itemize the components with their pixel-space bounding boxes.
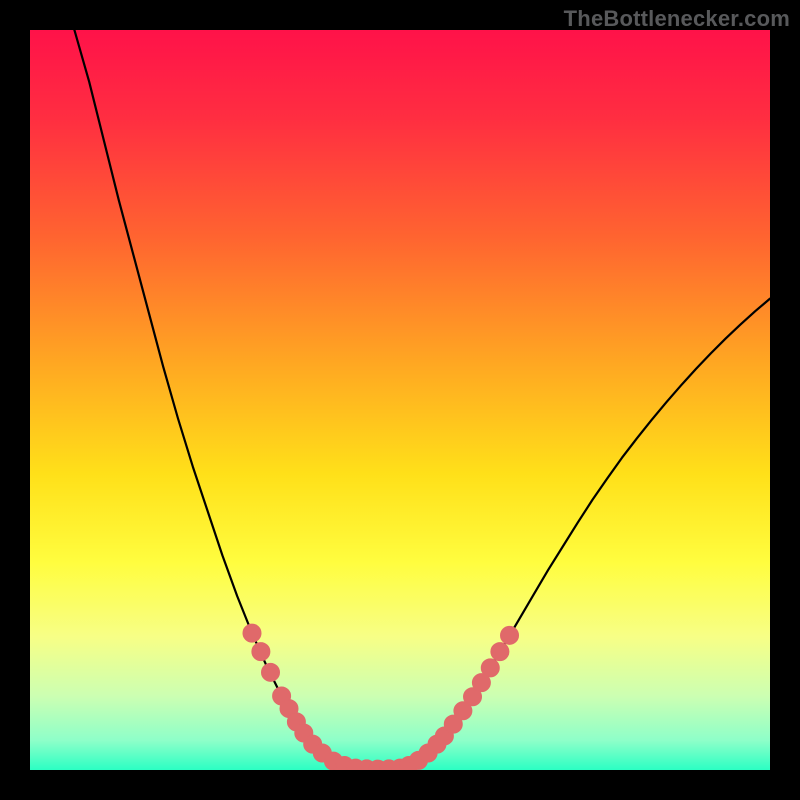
data-marker xyxy=(243,624,261,642)
chart-svg xyxy=(30,30,770,770)
data-marker xyxy=(481,659,499,677)
watermark-text: TheBottlenecker.com xyxy=(564,6,790,32)
plot-area xyxy=(30,30,770,770)
data-marker xyxy=(252,643,270,661)
data-marker xyxy=(262,663,280,681)
data-marker xyxy=(501,626,519,644)
chart-frame: TheBottlenecker.com xyxy=(0,0,800,800)
data-marker xyxy=(491,643,509,661)
curve-left-branch xyxy=(74,30,355,769)
curve-right-branch xyxy=(400,299,770,769)
